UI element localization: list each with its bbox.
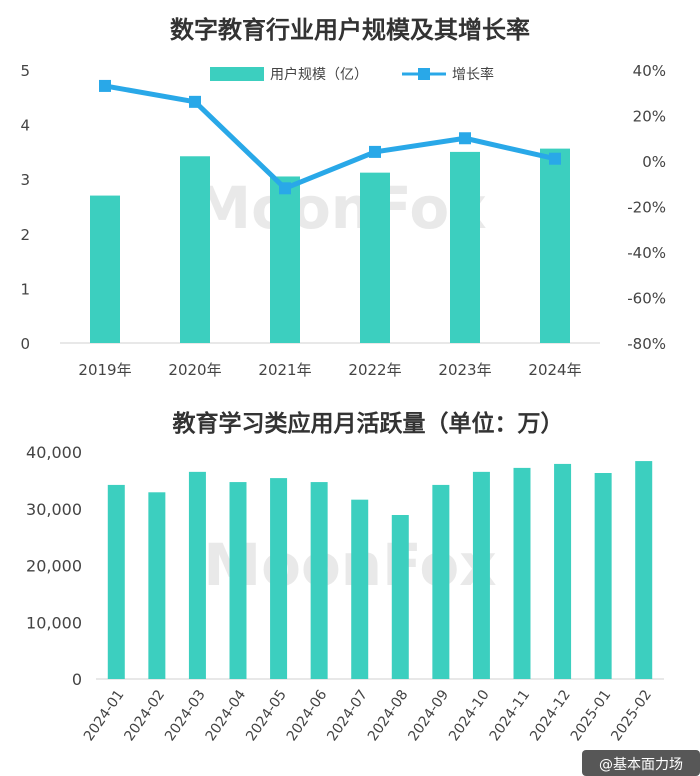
chart1-bar (90, 195, 120, 343)
footer-badge: @基本面力场 (582, 750, 700, 776)
chart1-growth-point (99, 79, 111, 92)
chart2-x-ticks: 2024-012024-022024-032024-042024-052024-… (81, 687, 655, 744)
legend-line-label: 增长率 (452, 66, 494, 83)
chart1-x-tick: 2020年 (168, 361, 221, 379)
chart1-y-left-tick: 5 (20, 62, 30, 80)
chart1-watermark: MoonFox (193, 174, 486, 242)
legend-line-marker (418, 68, 430, 80)
footer-text: @基本面力场 (599, 756, 683, 773)
chart2-title: 教育学习类应用月活跃量（单位：万） (173, 410, 564, 437)
chart2-bars (107, 461, 653, 679)
chart2-bar (635, 461, 653, 679)
chart2-y-tick: 30,000 (26, 500, 82, 519)
chart1-growth-point (549, 152, 561, 165)
chart1-y-right-tick: -60% (627, 290, 666, 308)
chart1-y-right-tick: -20% (627, 199, 666, 217)
chart1-x-tick: 2023年 (438, 361, 491, 379)
chart1-y-left-ticks: 0 1 2 3 4 5 (20, 62, 30, 353)
chart2-x-tick: 2024-05 (243, 687, 290, 744)
chart2-x-tick: 2024-01 (81, 687, 128, 744)
chart1-y-left-tick: 4 (20, 117, 30, 135)
chart2-x-tick: 2024-10 (446, 687, 493, 744)
chart1-y-left-tick: 2 (20, 226, 30, 244)
chart1-bar (540, 148, 570, 343)
chart2-y-tick: 0 (72, 670, 82, 689)
chart1-title: 数字教育行业用户规模及其增长率 (170, 16, 530, 44)
chart-monthly-active: MoonFox 教育学习类应用月活跃量（单位：万） 0 10,000 20,000 3… (26, 410, 664, 744)
chart2-x-tick: 2024-03 (162, 687, 209, 744)
legend-bar-label: 用户规模（亿） (270, 66, 368, 83)
chart1-y-left-tick: 3 (20, 171, 30, 189)
chart2-bar (351, 499, 369, 679)
chart2-bar (594, 472, 612, 679)
chart1-bar (360, 172, 390, 343)
chart1-y-left-tick: 0 (20, 335, 30, 353)
legend-bar-swatch (210, 67, 264, 81)
chart1-x-tick: 2021年 (258, 361, 311, 379)
chart1-y-left-tick: 1 (20, 280, 30, 298)
chart2-bar (107, 484, 125, 679)
chart2-y-ticks: 0 10,000 20,000 30,000 40,000 (26, 443, 82, 689)
chart1-growth-line (104, 83, 556, 191)
chart1-bar (450, 151, 480, 343)
chart1-growth-point (369, 145, 381, 158)
chart2-x-tick: 2024-02 (121, 687, 168, 744)
chart1-y-right-tick: 40% (633, 62, 666, 80)
chart1-bars (90, 148, 570, 343)
chart1-growth-point (189, 95, 201, 108)
chart-user-scale: MoonFox 数字教育行业用户规模及其增长率 用户规模（亿） 增长率 0 1 2 3… (20, 16, 666, 379)
chart2-watermark: MoonFox (203, 531, 496, 599)
chart2-x-tick: 2024-09 (405, 687, 452, 744)
chart1-y-right-tick: -40% (627, 244, 666, 262)
chart2-x-tick: 2025-01 (568, 687, 615, 744)
chart1-legend: 用户规模（亿） 增长率 (210, 66, 494, 83)
chart1-y-right-ticks: -80% -60% -40% -20% 0% 20% 40% (627, 62, 666, 353)
chart2-bar (148, 492, 166, 679)
chart2-bar (188, 471, 206, 679)
chart2-bar (472, 471, 490, 679)
chart2-bar (270, 478, 288, 679)
chart1-y-right-tick: 0% (642, 153, 666, 171)
chart1-growth-point (459, 132, 471, 145)
chart2-x-tick: 2025-02 (608, 687, 655, 744)
footer-badge-bg (582, 750, 700, 776)
chart2-bar (310, 482, 328, 679)
chart1-bar (270, 176, 300, 343)
chart1-growth-points (99, 79, 561, 195)
chart1-x-tick: 2024年 (528, 361, 581, 379)
chart2-x-tick: 2024-08 (365, 687, 412, 744)
chart2-x-tick: 2024-07 (324, 687, 371, 744)
chart1-y-right-tick: -80% (627, 335, 666, 353)
chart2-bar (513, 467, 531, 679)
chart2-y-tick: 10,000 (26, 613, 82, 632)
chart2-bar (391, 514, 409, 679)
chart1-bar (180, 156, 210, 343)
chart1-y-right-tick: 20% (633, 108, 666, 126)
chart1-x-tick: 2022年 (348, 361, 401, 379)
chart2-x-tick: 2024-11 (487, 687, 534, 744)
chart1-growth-point (279, 182, 291, 195)
chart2-bar (229, 482, 247, 679)
chart2-bar (432, 484, 450, 679)
chart2-bar (554, 463, 572, 679)
chart1-x-ticks: 2019年 2020年 2021年 2022年 2023年 2024年 (78, 361, 581, 379)
chart2-x-tick: 2024-12 (527, 687, 574, 744)
chart1-x-tick: 2019年 (78, 361, 131, 379)
chart2-y-tick: 20,000 (26, 557, 82, 576)
chart2-y-tick: 40,000 (26, 443, 82, 462)
